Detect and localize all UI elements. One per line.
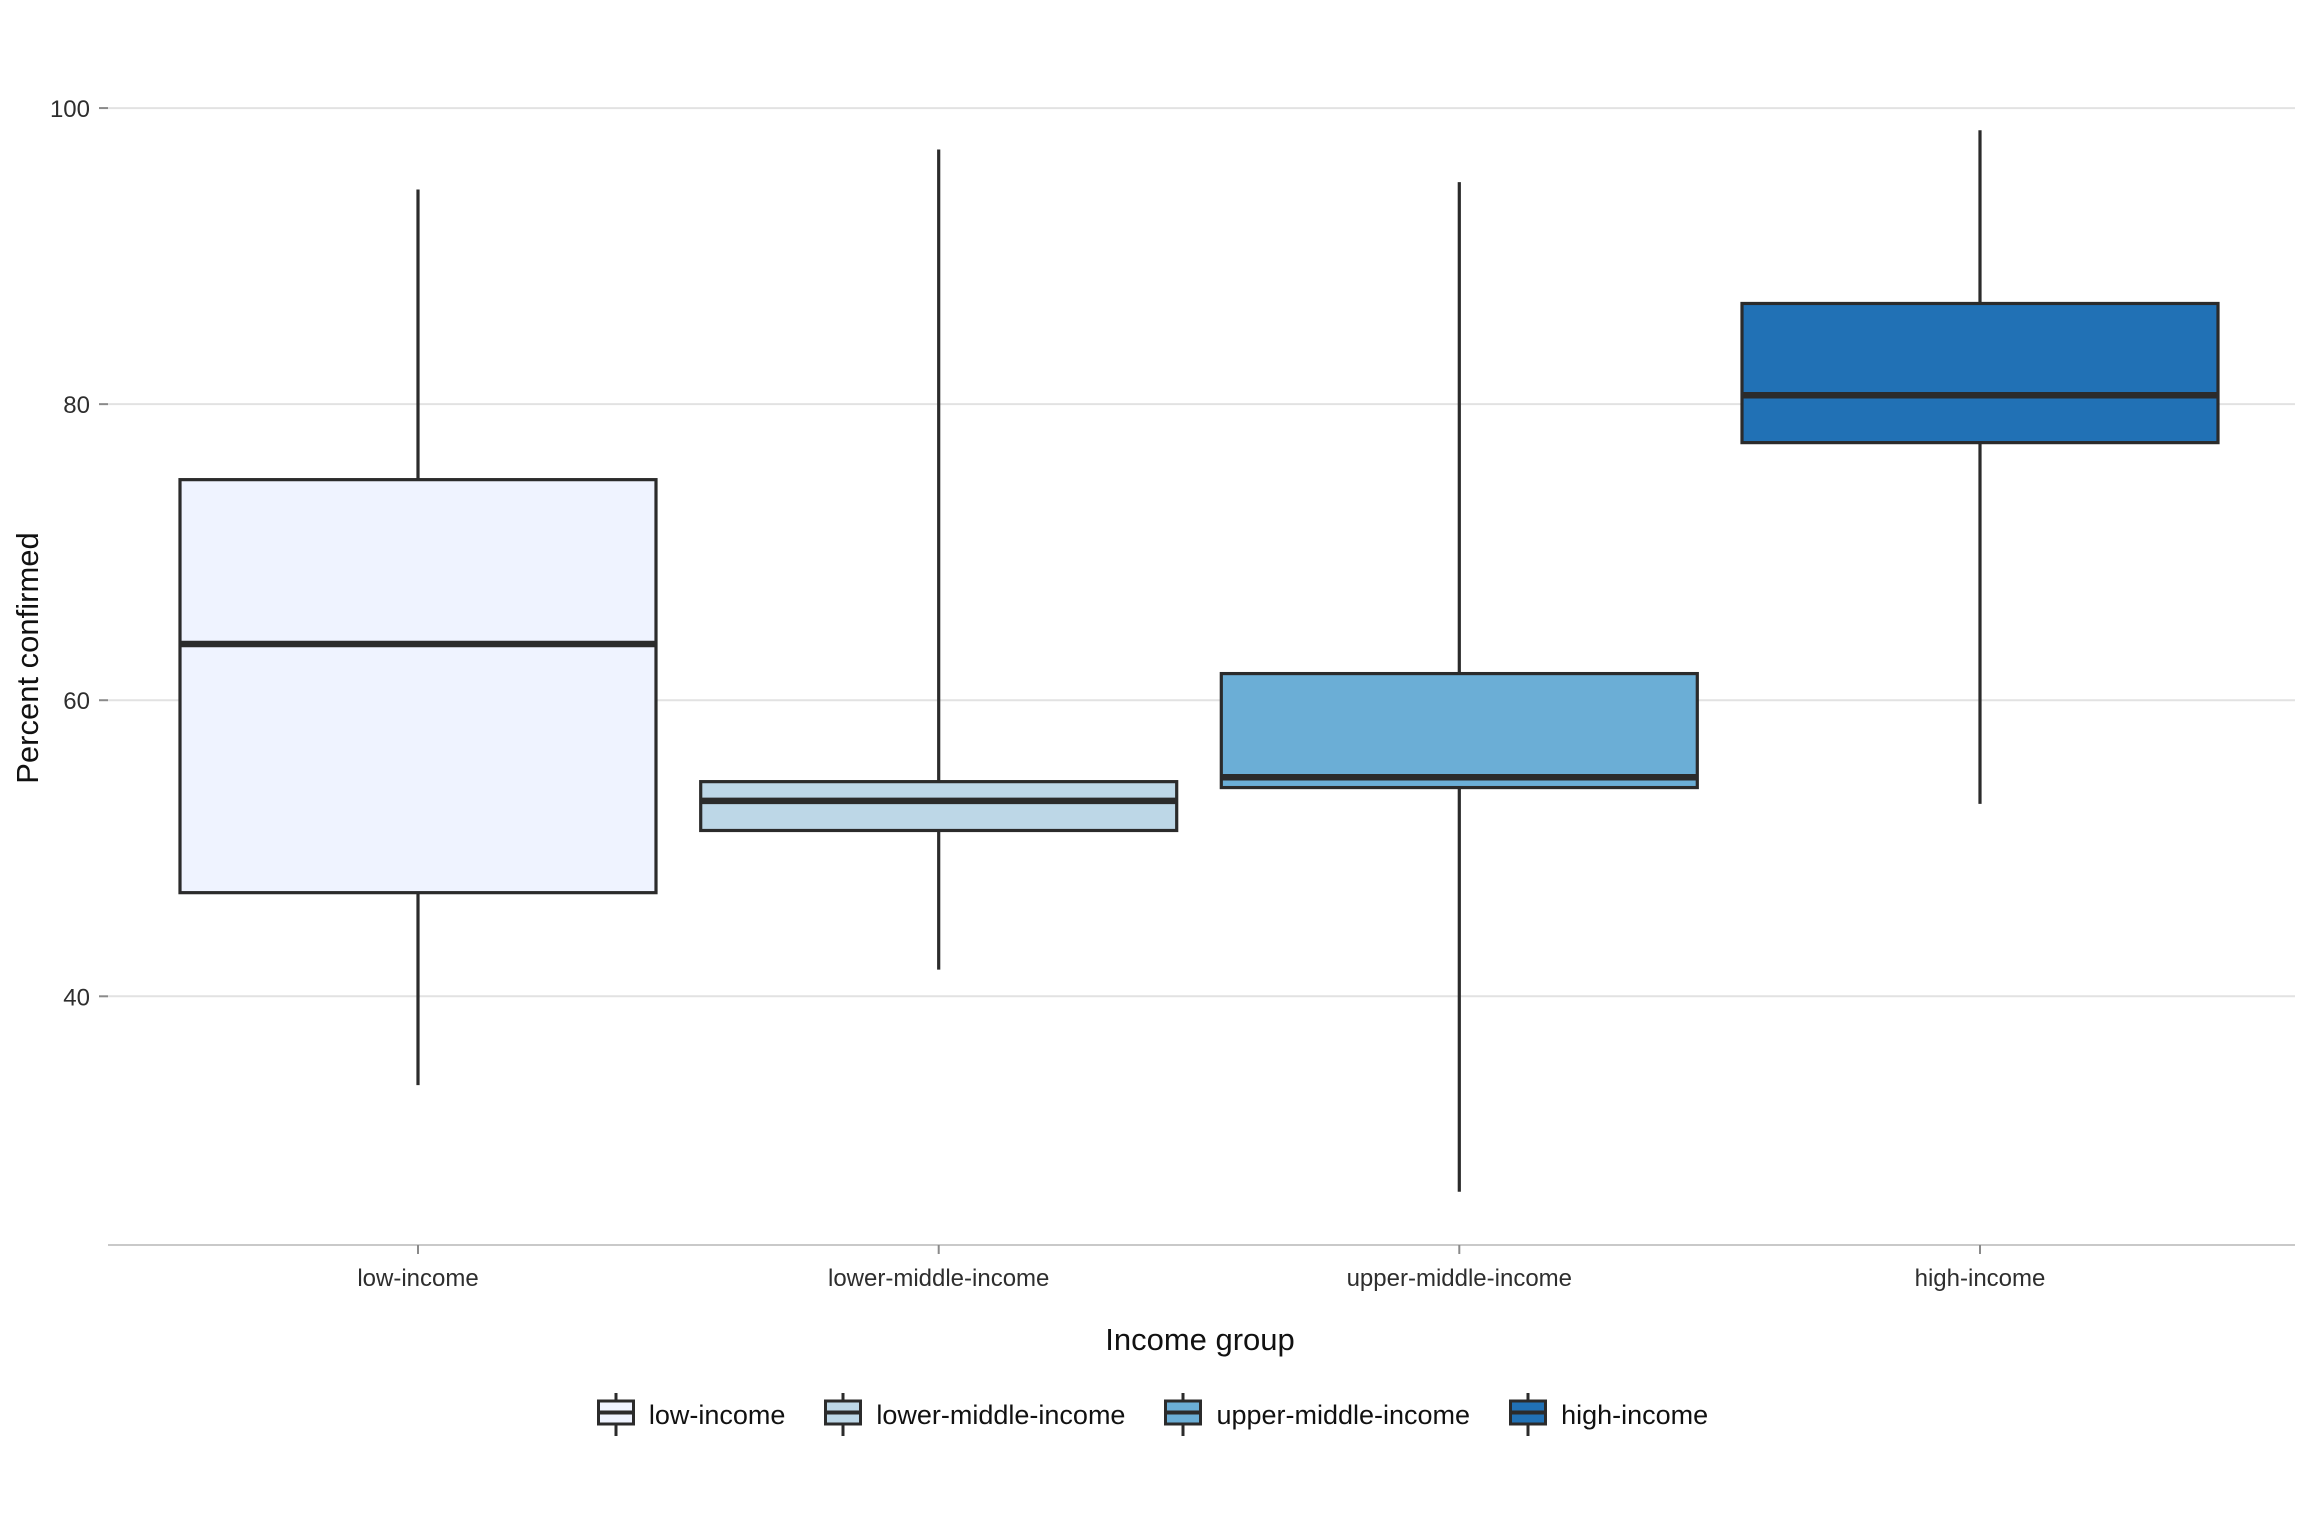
iqr-box-upper-middle-income — [1219, 671, 1699, 790]
y-axis-title: Percent confirmed — [10, 532, 45, 784]
boxplot-key-icon — [824, 1393, 863, 1436]
y-tick-label-60: 60 — [63, 688, 90, 715]
x-tick-label-high-income: high-income — [1915, 1265, 2046, 1292]
boxplot-lower-middle-income — [699, 149, 1179, 970]
legend-item-high-income: high-income — [1508, 1392, 1708, 1438]
y-tick-label-40: 40 — [63, 984, 90, 1011]
boxplot-high-income — [1740, 130, 2220, 804]
legend-label: low-income — [648, 1399, 786, 1430]
boxplot-key-icon — [1164, 1393, 1203, 1436]
legend-item-low-income: low-income — [596, 1392, 786, 1438]
boxplot-upper-middle-income — [1219, 182, 1699, 1192]
x-axis-title: Income group — [1105, 1322, 1295, 1357]
axes: 40 60 80 100 low-income lower-middle-income up… — [50, 96, 2295, 1292]
x-tick-label-lower-middle-income: lower-middle-income — [828, 1265, 1049, 1292]
legend-label: upper-middle-income — [1216, 1399, 1471, 1430]
y-tick-label-100: 100 — [50, 96, 90, 123]
boxplot-key-icon — [1509, 1393, 1548, 1436]
iqr-box-high-income — [1740, 301, 2220, 445]
x-tick-label-low-income: low-income — [357, 1265, 478, 1292]
legend-label: high-income — [1561, 1399, 1709, 1430]
legend-item-upper-middle-income: upper-middle-income — [1163, 1392, 1470, 1438]
iqr-box-low-income — [178, 478, 658, 895]
y-tick-label-80: 80 — [63, 392, 90, 419]
legend-item-lower-middle-income: lower-middle-income — [823, 1392, 1125, 1438]
legend-label: lower-middle-income — [876, 1399, 1126, 1430]
x-tick-label-upper-middle-income: upper-middle-income — [1347, 1265, 1572, 1292]
boxplots — [178, 130, 2220, 1192]
iqr-box-lower-middle-income — [699, 780, 1179, 833]
boxplot-key-icon — [596, 1393, 635, 1436]
boxplot-low-income — [178, 189, 658, 1086]
legend: low-income lower-middle-income upper-mid… — [0, 1392, 2304, 1438]
